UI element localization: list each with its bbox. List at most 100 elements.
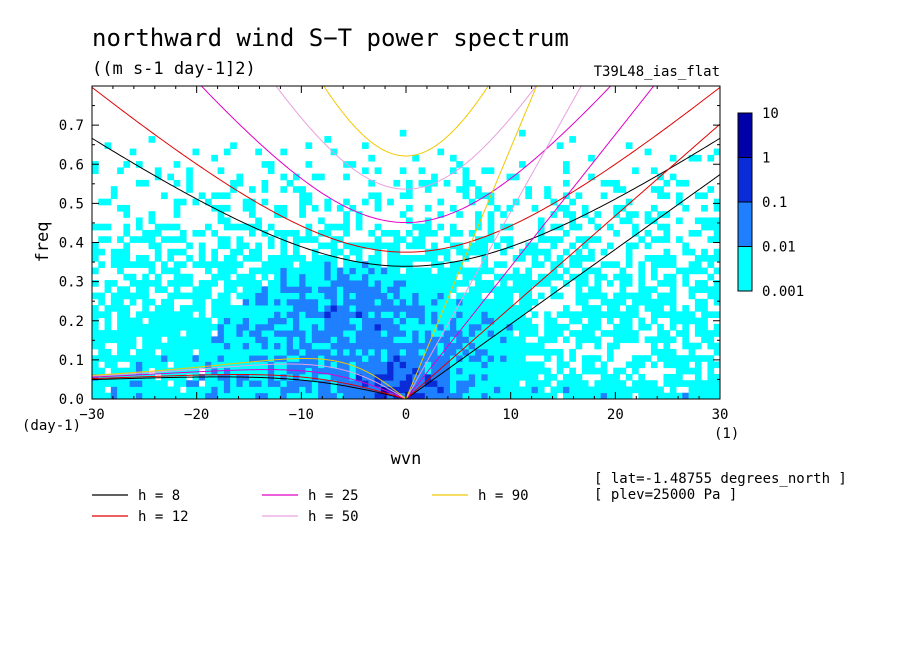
spectrum-cell: [412, 336, 419, 344]
spectrum-cell: [236, 361, 244, 369]
spectrum-cell: [280, 298, 288, 306]
spectrum-cell: [550, 323, 558, 331]
spectrum-cell: [594, 273, 602, 281]
spectrum-cell: [694, 255, 702, 262]
spectrum-cell: [387, 298, 394, 306]
spectrum-cell: [211, 355, 218, 362]
spectrum-cell: [418, 336, 426, 344]
spectrum-cell: [167, 223, 175, 231]
spectrum-cell: [135, 323, 143, 331]
spectrum-cell: [261, 317, 269, 325]
spectrum-cell: [657, 192, 664, 200]
spectrum-cell: [437, 355, 445, 362]
spectrum-cell: [550, 198, 558, 206]
spectrum-cell: [374, 361, 382, 369]
spectrum-cell: [249, 311, 256, 319]
spectrum-cell: [462, 311, 470, 319]
spectrum-cell: [104, 305, 112, 312]
spectrum-cell: [600, 292, 608, 300]
spectrum-cell: [362, 292, 369, 300]
spectrum-cell: [713, 248, 720, 256]
spectrum-cell: [606, 386, 614, 394]
spectrum-cell: [280, 204, 288, 212]
spectrum-cell: [619, 330, 627, 337]
spectrum-cell: [531, 361, 539, 369]
spectrum-cell: [537, 367, 545, 375]
spectrum-cell: [443, 355, 451, 362]
spectrum-cell: [368, 179, 375, 187]
spectrum-cell: [267, 261, 275, 268]
spectrum-cell: [594, 286, 602, 293]
spectrum-cell: [179, 355, 187, 362]
spectrum-cell: [135, 361, 143, 369]
spectrum-cell: [437, 267, 445, 275]
spectrum-cell: [110, 336, 118, 344]
spectrum-cell: [142, 386, 149, 394]
spectrum-cell: [374, 367, 382, 375]
spectrum-cell: [311, 298, 319, 306]
spectrum-cell: [311, 248, 319, 256]
spectrum-cell: [305, 273, 313, 281]
spectrum-cell: [292, 248, 300, 256]
spectrum-cell: [267, 255, 275, 262]
spectrum-cell: [135, 236, 143, 243]
spectrum-cell: [135, 179, 143, 187]
spectrum-cell: [387, 261, 394, 268]
spectrum-cell: [581, 361, 589, 369]
spectrum-cell: [544, 373, 551, 381]
spectrum-cell: [594, 336, 602, 344]
spectrum-cell: [123, 355, 131, 362]
spectrum-cell: [154, 317, 162, 325]
spectrum-cell: [481, 298, 489, 306]
spectrum-cell: [255, 286, 262, 293]
spectrum-cell: [154, 386, 162, 394]
spectrum-cell: [588, 154, 595, 162]
spectrum-cell: [142, 261, 149, 268]
spectrum-cell: [192, 355, 200, 362]
spectrum-cell: [135, 255, 143, 262]
spectrum-cell: [650, 342, 658, 350]
spectrum-cell: [217, 204, 225, 212]
spectrum-cell: [449, 154, 457, 162]
spectrum-cell: [506, 223, 514, 231]
spectrum-cell: [154, 173, 162, 181]
spectrum-cell: [569, 136, 576, 143]
spectrum-cell: [343, 273, 350, 281]
spectrum-cell: [161, 380, 168, 387]
x-tick-label: 30: [712, 407, 729, 423]
spectrum-cell: [349, 311, 357, 319]
spectrum-cell: [468, 286, 476, 293]
spectrum-cell: [242, 330, 250, 337]
spectrum-cell: [274, 305, 281, 312]
spectrum-cell: [713, 236, 720, 243]
spectrum-cell: [324, 305, 332, 312]
spectrum-cell: [368, 286, 375, 293]
spectrum-cell: [638, 373, 646, 381]
spectrum-cell: [387, 361, 394, 369]
spectrum-cell: [129, 280, 137, 287]
spectrum-cell: [249, 323, 256, 331]
spectrum-cell: [349, 204, 357, 212]
spectrum-cell: [318, 217, 325, 225]
spectrum-cell: [336, 342, 344, 350]
spectrum-cell: [713, 198, 720, 206]
spectrum-cell: [117, 330, 124, 337]
spectrum-cell: [267, 286, 275, 293]
spectrum-cell: [292, 342, 300, 350]
spectrum-cell: [223, 242, 231, 250]
spectrum-cell: [456, 280, 463, 287]
spectrum-cell: [632, 298, 639, 306]
spectrum-cell: [676, 311, 683, 319]
spectrum-cell: [217, 342, 225, 350]
spectrum-cell: [92, 280, 99, 287]
spectrum-cell: [129, 336, 137, 344]
spectrum-cell: [506, 355, 514, 362]
spectrum-cell: [230, 392, 237, 399]
spectrum-cell: [299, 292, 306, 300]
spectrum-cell: [211, 336, 218, 344]
spectrum-cell: [569, 261, 576, 268]
spectrum-cell: [701, 330, 708, 337]
spectrum-cell: [167, 280, 175, 287]
spectrum-cell: [330, 305, 338, 312]
spectrum-cell: [98, 292, 105, 300]
